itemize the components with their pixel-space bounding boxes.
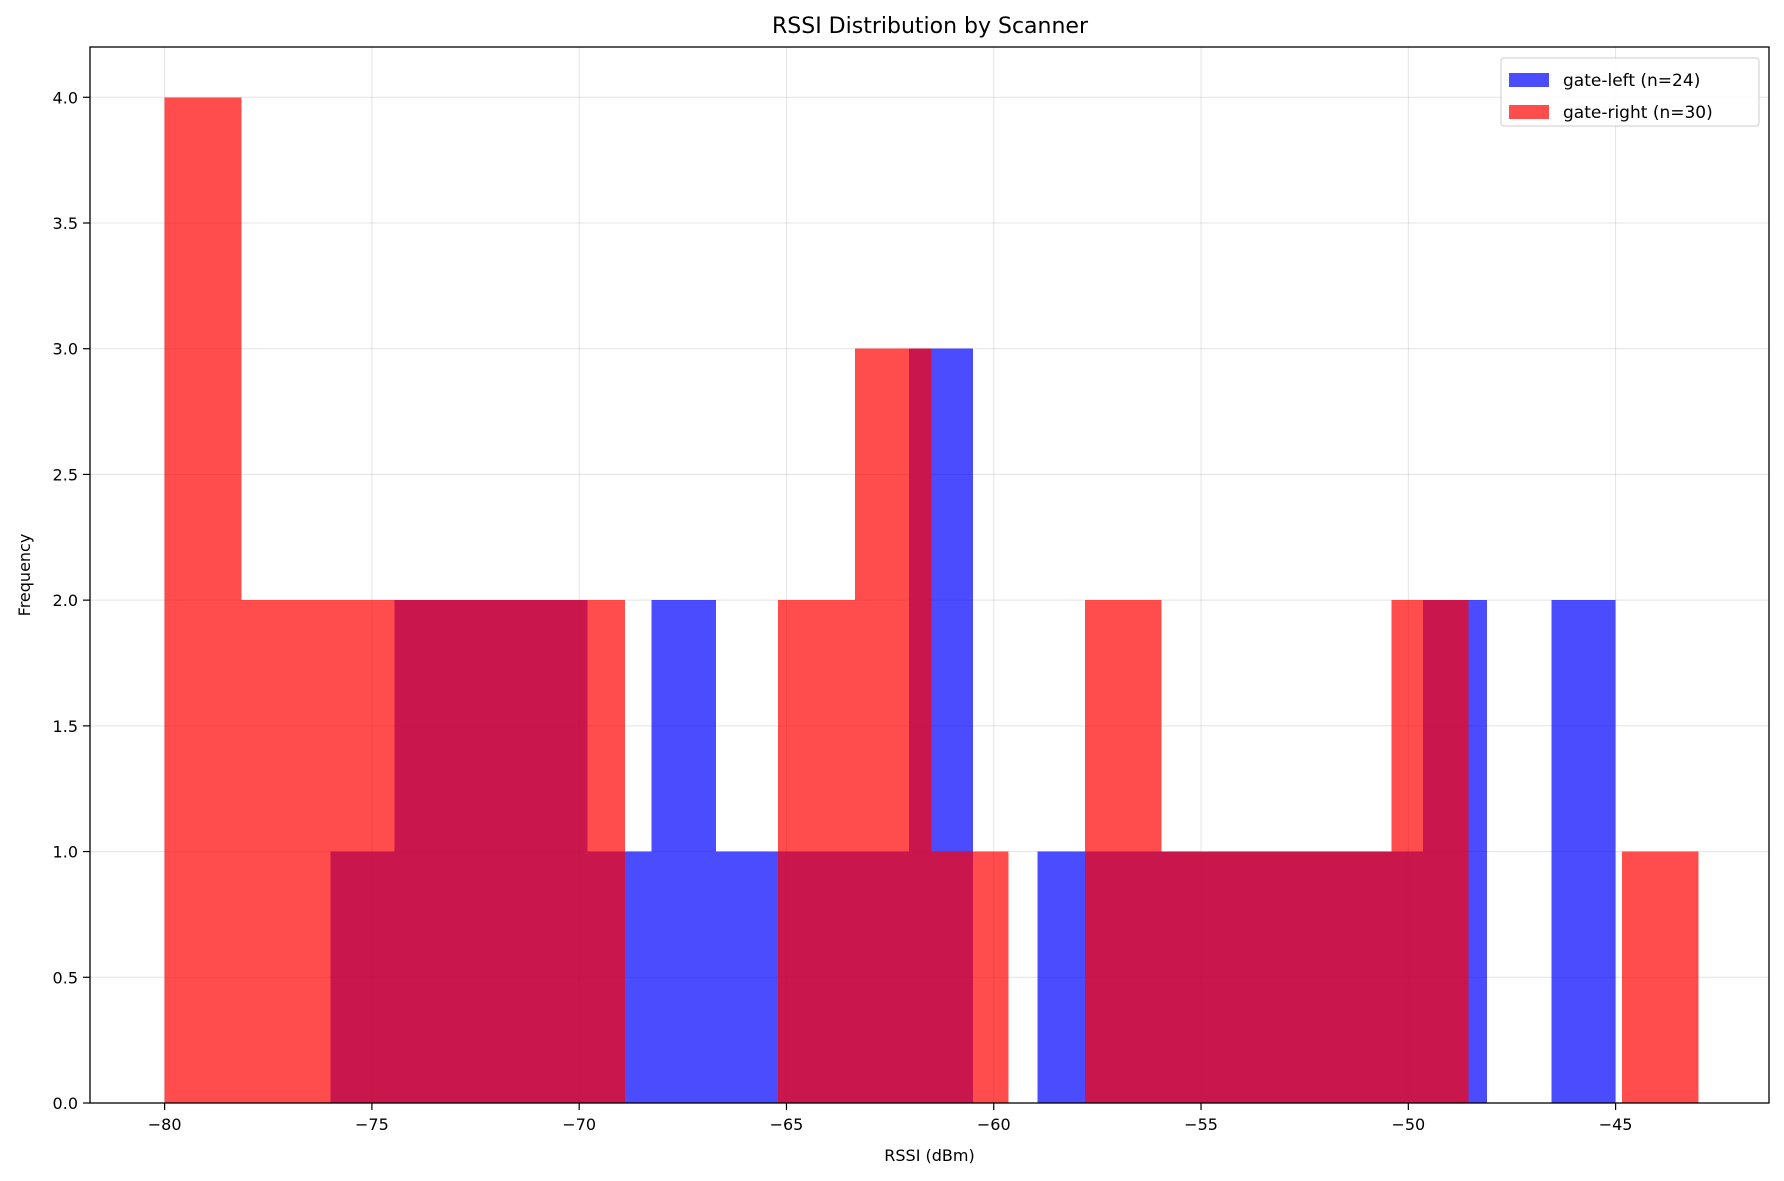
histogram-bar xyxy=(1238,851,1316,1103)
x-tick-label: −70 xyxy=(562,1115,596,1134)
histogram-bar xyxy=(241,600,319,1103)
histogram-bar xyxy=(471,600,549,1103)
legend-label: gate-left (n=24) xyxy=(1563,71,1700,91)
legend: gate-left (n=24) gate-right (n=30) xyxy=(1500,57,1760,127)
legend-swatch xyxy=(1509,73,1549,87)
histogram-bar xyxy=(1161,851,1239,1103)
x-tick-label: −60 xyxy=(977,1115,1011,1134)
y-tick-label: 2.0 xyxy=(53,591,78,610)
histogram-bar xyxy=(715,851,781,1103)
x-axis-label: RSSI (dBm) xyxy=(884,1146,974,1165)
histogram-bar xyxy=(651,600,716,1103)
legend-box xyxy=(1500,57,1760,127)
histogram-bar xyxy=(931,851,1009,1103)
histogram-bar xyxy=(1391,600,1469,1103)
x-tick-label: −75 xyxy=(355,1115,389,1134)
histogram-bar xyxy=(164,97,242,1104)
y-tick-label: 4.0 xyxy=(53,88,78,107)
histogram-bar xyxy=(1551,600,1616,1103)
y-tick-label: 3.5 xyxy=(53,214,78,233)
histogram-bar xyxy=(548,600,625,1103)
legend-swatch xyxy=(1509,105,1549,119)
x-tick-label: −55 xyxy=(1184,1115,1218,1134)
x-axis-ticks: −80 −75 −70 −65 −60 −55 −50 −45 xyxy=(148,1103,1633,1134)
histogram-bar xyxy=(854,348,932,1103)
y-tick-label: 1.5 xyxy=(53,717,78,736)
series-gate-right xyxy=(164,97,1699,1104)
histogram-bar xyxy=(1621,851,1699,1103)
x-tick-label: −45 xyxy=(1599,1115,1633,1134)
histogram-bar xyxy=(318,600,395,1103)
y-tick-label: 3.0 xyxy=(53,340,78,359)
histogram-bar xyxy=(1084,600,1162,1103)
y-axis-label: Frequency xyxy=(15,534,34,617)
histogram-bar xyxy=(778,600,855,1103)
histogram-bar xyxy=(394,600,472,1103)
y-axis-ticks: 0.0 0.5 1.0 1.5 2.0 2.5 3.0 3.5 4.0 xyxy=(53,88,90,1113)
y-tick-label: 0.5 xyxy=(53,968,78,987)
x-tick-label: −80 xyxy=(148,1115,182,1134)
histogram-bars xyxy=(164,97,1699,1104)
chart-title: RSSI Distribution by Scanner xyxy=(772,14,1089,39)
y-tick-label: 0.0 xyxy=(53,1094,78,1113)
x-tick-label: −50 xyxy=(1391,1115,1425,1134)
y-tick-label: 1.0 xyxy=(53,843,78,862)
y-tick-label: 2.5 xyxy=(53,465,78,484)
x-tick-label: −65 xyxy=(770,1115,804,1134)
legend-label: gate-right (n=30) xyxy=(1563,103,1713,123)
histogram-bar xyxy=(1315,851,1392,1103)
plot-frame xyxy=(89,46,1770,1104)
